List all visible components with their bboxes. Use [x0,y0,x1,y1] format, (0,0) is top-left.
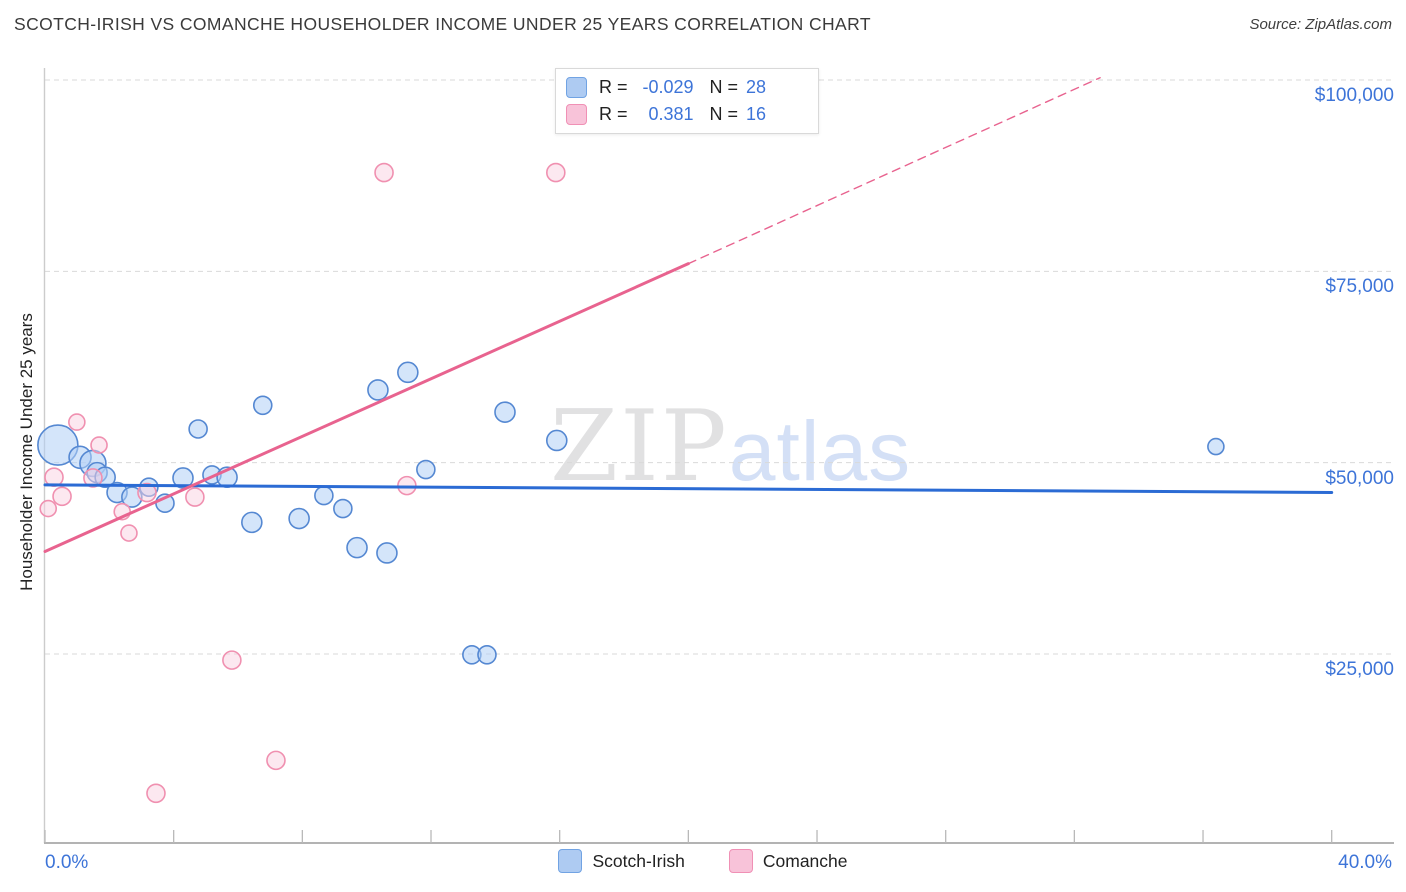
scatter-point-scotch-irish [397,361,419,384]
trend-line-scotch-irish [43,483,1334,495]
y-tick-label-50000: $50,000 [1325,467,1394,489]
scatter-point-comanche [52,486,72,507]
scatter-point-scotch-irish [494,401,516,423]
scatter-point-scotch-irish [288,507,310,530]
n-value-comanche: 16 [746,104,767,124]
legend-row-comanche: R = 0.381 N = 16 [566,101,808,128]
scatter-point-scotch-irish [545,429,568,452]
n-label: N = [709,104,739,124]
y-axis-title: Householder Income Under 25 years [17,313,36,591]
scatter-point-scotch-irish [252,395,273,416]
scatter-point-scotch-irish [37,424,79,466]
n-value-scotch-irish: 28 [746,77,767,97]
n-label: N = [709,77,739,97]
trend-line-comanche-extension [687,77,1101,265]
source-attribution: Source: ZipAtlas.com [1249,16,1392,33]
legend-row-scotch-irish: R = -0.029 N = 28 [566,74,808,101]
scatter-point-comanche [374,162,394,183]
comanche-swatch [566,104,587,125]
correlation-legend: R = -0.029 N = 28 R = 0.381 N = 16 [555,68,819,134]
legend-item-scotch-irish: Scotch-Irish [558,849,685,873]
scatter-point-scotch-irish [188,419,208,439]
scatter-point-comanche [137,482,157,503]
scatter-point-scotch-irish [367,379,389,401]
x-axis-min-label: 0.0% [45,852,89,873]
x-axis-max-label: 40.0% [1338,852,1392,873]
legend-item-comanche: Comanche [728,849,848,873]
series-legend: Scotch-Irish Comanche [0,849,1406,873]
scatter-point-comanche [546,162,566,183]
scatter-point-comanche [68,413,86,431]
scatter-point-scotch-irish [314,485,334,506]
scatter-point-comanche [266,750,286,771]
legend-label-comanche: Comanche [762,850,848,871]
scotch-irish-swatch [558,849,583,873]
scatter-point-scotch-irish [477,644,497,665]
scatter-point-comanche [185,487,205,507]
trend-line-comanche [43,262,690,553]
scatter-point-comanche [146,783,166,804]
r-label: R = [599,77,628,97]
legend-label-scotch-irish: Scotch-Irish [592,850,685,871]
y-tick-label-75000: $75,000 [1325,276,1394,298]
y-tick-label-100000: $100,000 [1314,85,1394,106]
scatter-point-scotch-irish [416,459,436,480]
scatter-point-comanche [39,499,58,518]
scatter-point-scotch-irish [172,467,194,489]
scatter-point-scotch-irish [346,536,368,559]
scatter-point-scotch-irish [1207,437,1225,456]
scatter-point-comanche [90,436,108,454]
scotch-irish-swatch [566,77,587,98]
scatter-point-scotch-irish [241,511,263,534]
r-value-comanche: 0.381 [648,104,694,124]
r-value-scotch-irish: -0.029 [642,77,694,97]
scatter-point-comanche [83,468,103,488]
scatter-point-comanche [222,650,242,670]
r-label: R = [599,104,628,124]
scatter-point-comanche [120,524,138,542]
scatter-point-scotch-irish [376,542,398,564]
scatter-point-scotch-irish [333,498,353,519]
y-tick-label-25000: $25,000 [1325,659,1394,680]
comanche-swatch [728,849,753,873]
chart-title: SCOTCH-IRISH VS COMANCHE HOUSEHOLDER INC… [14,14,871,34]
